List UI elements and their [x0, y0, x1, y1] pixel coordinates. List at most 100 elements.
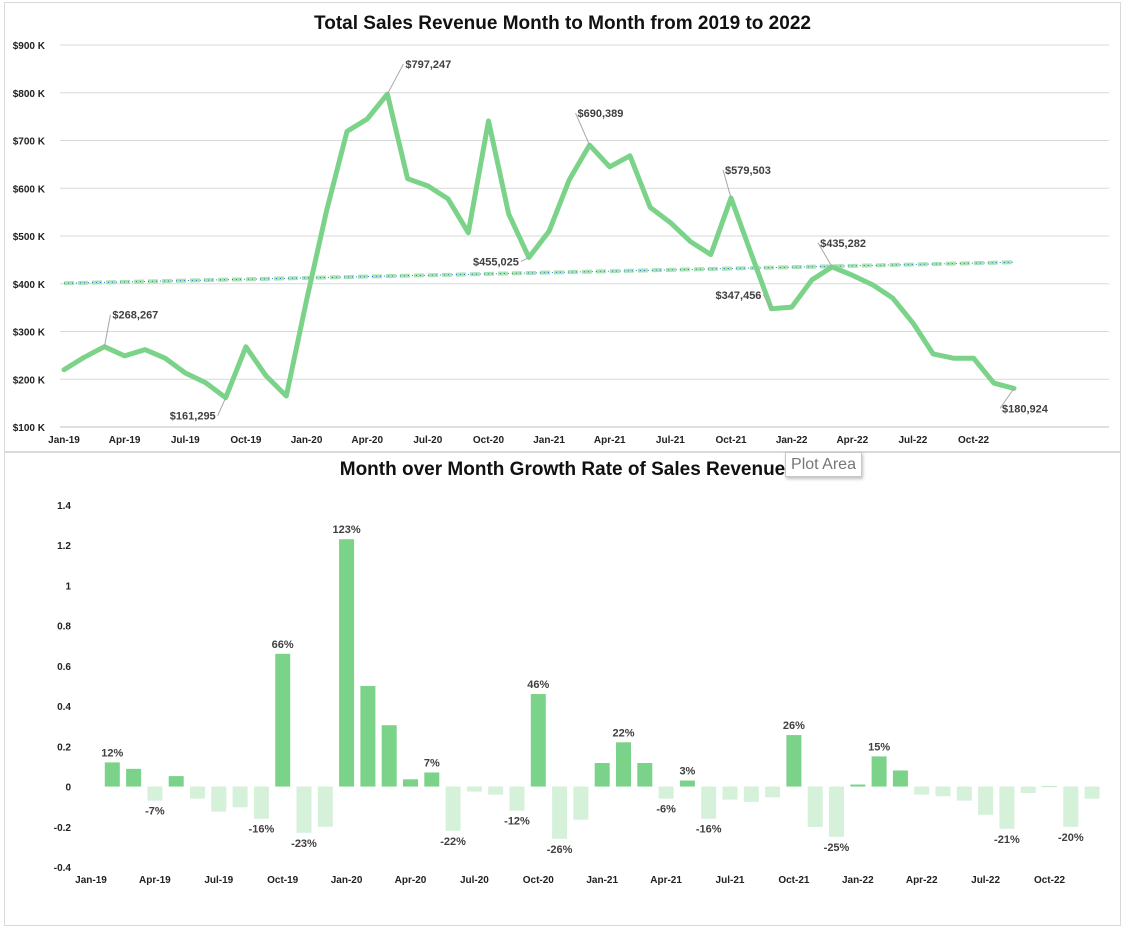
- data-label: 26%: [783, 720, 805, 732]
- data-label: $268,267: [112, 310, 158, 322]
- growth-rate-chart[interactable]: Month over Month Growth Rate of Sales Re…: [4, 452, 1121, 926]
- data-label: 12%: [101, 747, 123, 759]
- bar: [637, 763, 653, 787]
- y-tick-label: 1.4: [57, 501, 71, 512]
- data-label: $797,247: [405, 59, 451, 71]
- x-tick-label: Apr-20: [395, 875, 427, 886]
- data-label: 7%: [424, 757, 440, 769]
- data-label: $161,295: [170, 411, 216, 423]
- plot-area-tooltip: Plot Area: [785, 452, 862, 477]
- bar: [232, 786, 248, 808]
- bar: [296, 786, 312, 833]
- y-tick-label: 1: [65, 581, 71, 592]
- bar: [126, 768, 142, 787]
- data-label: -26%: [547, 844, 573, 856]
- x-tick-label: Jan-22: [776, 435, 808, 446]
- bar: [488, 786, 504, 795]
- data-label: -16%: [249, 824, 275, 836]
- data-label: 15%: [868, 741, 890, 753]
- chart-title: Total Sales Revenue Month to Month from …: [314, 13, 811, 34]
- bar: [956, 786, 972, 801]
- x-tick-label: Jul-19: [204, 875, 233, 886]
- x-tick-label: Jul-22: [898, 435, 927, 446]
- y-tick-label: $300 K: [13, 328, 46, 339]
- bar: [999, 786, 1015, 829]
- data-label: -21%: [994, 834, 1020, 846]
- x-tick-label: Apr-22: [836, 435, 868, 446]
- leader-line: [217, 397, 227, 416]
- data-label: 123%: [333, 524, 361, 536]
- y-tick-label: 0.6: [57, 662, 71, 673]
- x-tick-label: Oct-19: [230, 435, 262, 446]
- x-tick-label: Jan-21: [586, 875, 618, 886]
- leader-line: [722, 169, 732, 199]
- y-tick-label: 0.2: [57, 742, 71, 753]
- x-tick-label: Jan-19: [48, 435, 80, 446]
- bar: [424, 772, 440, 787]
- x-tick-label: Apr-19: [139, 875, 171, 886]
- bar: [381, 725, 397, 787]
- bar: [403, 779, 418, 787]
- bar: [850, 784, 866, 787]
- data-label: $180,924: [1002, 403, 1049, 415]
- leader-line: [520, 257, 530, 262]
- bar: [211, 786, 227, 812]
- bar: [509, 786, 525, 811]
- sales-revenue-plot[interactable]: $100 K $200 K $300 K $400 K $500 K $600 K $700…: [5, 3, 1122, 453]
- leader-line: [763, 294, 772, 310]
- x-tick-label: Jan-20: [291, 435, 323, 446]
- bar: [168, 776, 184, 787]
- bar: [1042, 786, 1057, 788]
- y-tick-label: -0.2: [54, 823, 72, 834]
- x-tick-label: Jul-21: [656, 435, 685, 446]
- bar: [786, 735, 802, 787]
- leader-line: [575, 112, 590, 146]
- chart-title: Month over Month Growth Rate of Sales Re…: [339, 459, 786, 480]
- x-tick-label: Jan-22: [842, 875, 874, 886]
- bar: [530, 694, 546, 787]
- growth-rate-plot[interactable]: -0.4 -0.2 0 0.2 0.4 0.6 0.8 1 1.2 1.4 Jan-19 Apr-19…: [5, 453, 1122, 927]
- bar: [360, 686, 376, 787]
- y-tick-label: $900 K: [13, 41, 46, 52]
- data-label: 3%: [679, 766, 695, 778]
- bar: [914, 786, 930, 795]
- bar: [935, 786, 951, 797]
- x-tick-label: Apr-21: [650, 875, 682, 886]
- data-label: 22%: [612, 727, 634, 739]
- y-tick-label: $500 K: [13, 232, 46, 243]
- x-tick-label: Jul-21: [716, 875, 745, 886]
- bar: [892, 770, 908, 787]
- bar: [722, 786, 738, 800]
- bar: [573, 786, 589, 820]
- bar: [871, 756, 887, 787]
- x-tick-label: Jan-20: [331, 875, 363, 886]
- x-tick-label: Apr-22: [906, 875, 938, 886]
- y-tick-label: -0.4: [54, 863, 72, 874]
- bar: [701, 786, 717, 819]
- data-label: -23%: [291, 838, 317, 850]
- data-label: -20%: [1058, 832, 1084, 844]
- data-label: -12%: [504, 816, 530, 828]
- leader-line: [817, 242, 833, 268]
- data-label: -25%: [824, 842, 850, 854]
- bar: [317, 786, 333, 827]
- x-tick-label: Apr-21: [594, 435, 626, 446]
- bar: [552, 786, 568, 839]
- bar: [658, 786, 674, 799]
- y-tick-label: $200 K: [13, 375, 46, 386]
- x-tick-label: Jul-20: [460, 875, 489, 886]
- bar: [765, 786, 781, 798]
- bar: [594, 763, 610, 787]
- x-tick-label: Apr-20: [351, 435, 383, 446]
- x-tick-label: Oct-22: [1034, 875, 1066, 886]
- x-tick-label: Jan-21: [533, 435, 565, 446]
- bar: [1063, 786, 1079, 827]
- x-tick-label: Oct-21: [715, 435, 747, 446]
- sales-revenue-chart[interactable]: Total Sales Revenue Month to Month from …: [4, 2, 1121, 452]
- bar: [978, 786, 994, 815]
- data-label: -6%: [656, 804, 676, 816]
- x-tick-label: Jan-19: [75, 875, 107, 886]
- data-label: -7%: [145, 806, 165, 818]
- y-tick-label: $400 K: [13, 280, 46, 291]
- bar: [275, 653, 291, 787]
